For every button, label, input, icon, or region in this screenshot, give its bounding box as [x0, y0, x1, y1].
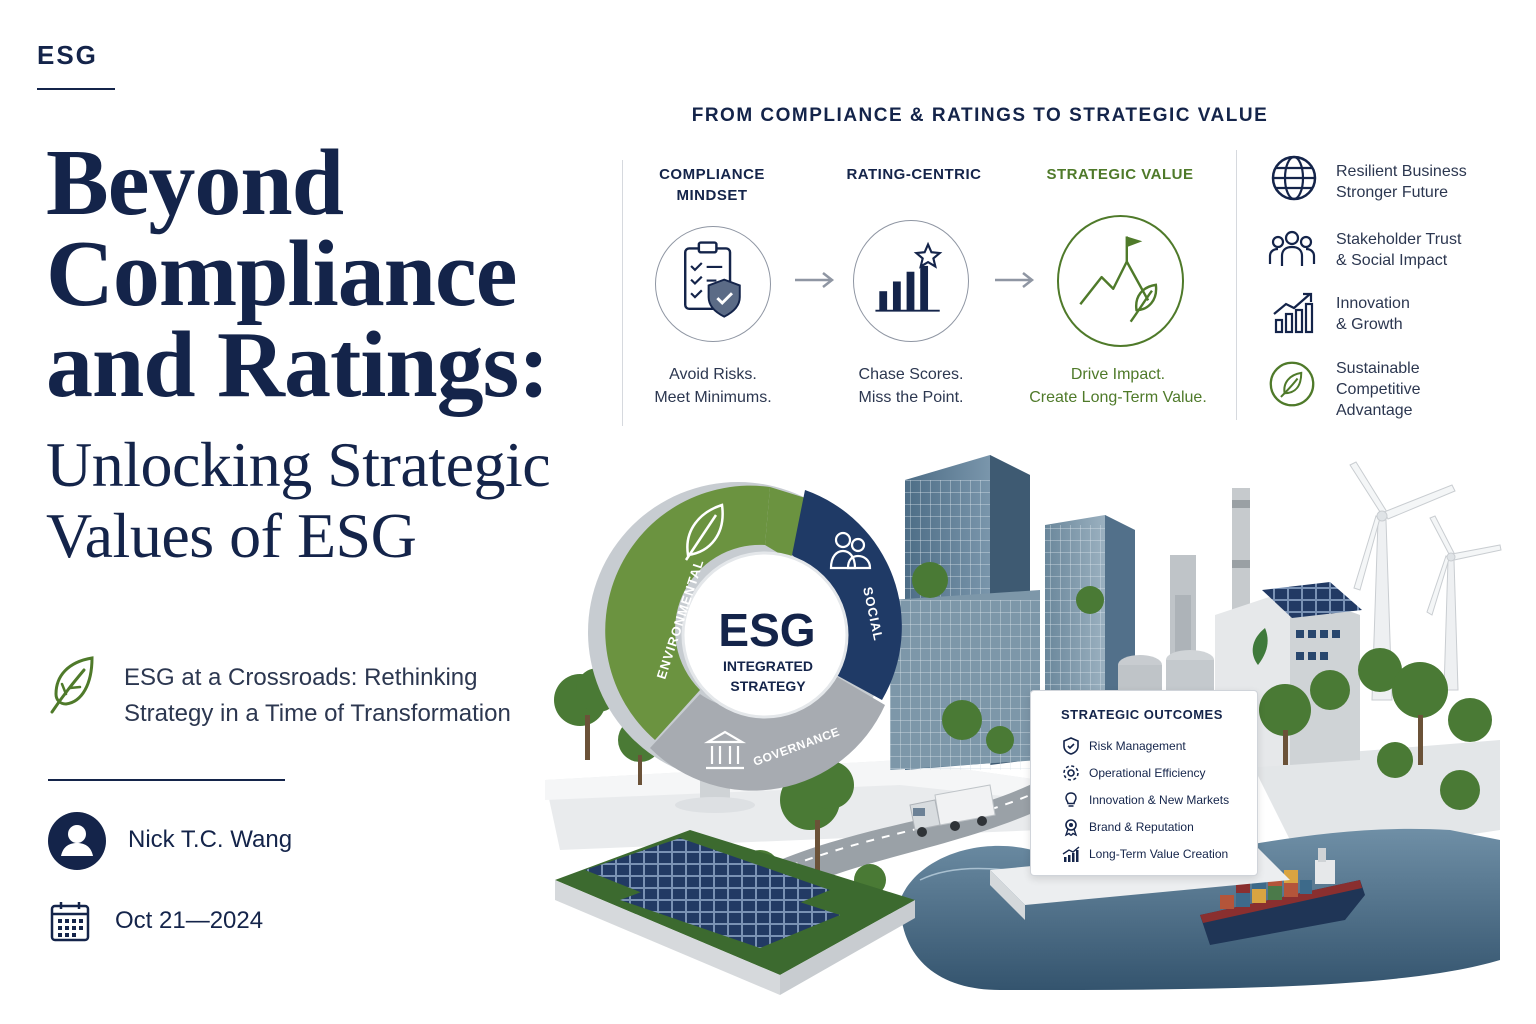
award-ribbon-icon: [1064, 818, 1078, 836]
stage-rating-caption-line-2: Miss the Point.: [858, 389, 964, 406]
divider: [48, 779, 285, 781]
wheel-environmental-segment: [605, 485, 770, 740]
stage-compliance-label-line-1: COMPLIANCE: [659, 166, 765, 183]
outcome-item: Risk Management: [1061, 732, 1257, 759]
truck: [909, 784, 996, 837]
benefit-sustainable-line-3: Advantage: [1336, 402, 1413, 419]
chimney: [1232, 488, 1250, 618]
stage-compliance-circle: [655, 226, 771, 342]
wheel-governance-segment: [650, 668, 885, 791]
stage-rating-circle: [853, 220, 969, 342]
strategic-outcomes-panel: STRATEGIC OUTCOMES Risk Management Opera…: [1030, 690, 1258, 876]
esg-illustration: ESG INTEGRATED STRATEGY ENVIRONMENTAL SO…: [545, 455, 1502, 995]
esg-wheel: [605, 485, 902, 791]
benefit-resilient: Resilient Business Stronger Future: [1336, 161, 1526, 203]
benefit-sustainable-line-1: Sustainable: [1336, 360, 1420, 377]
solar-panels: [585, 838, 840, 948]
benefit-stakeholder: Stakeholder Trust & Social Impact: [1336, 229, 1526, 271]
outcome-label: Operational Efficiency: [1089, 765, 1206, 780]
growth-chart-icon: [1273, 292, 1314, 334]
title-line-4: Unlocking Strategic: [46, 429, 551, 500]
stage-rating-label-line-1: RATING-CENTRIC: [846, 166, 982, 183]
title-line-2: Compliance: [46, 222, 517, 326]
wheel-center-title: ESG: [718, 604, 815, 656]
outcome-item: Long-Term Value Creation: [1061, 840, 1257, 867]
stage-rating-label: RATING-CENTRIC: [824, 164, 1004, 185]
wheel-center-line-1: INTEGRATED: [723, 658, 813, 674]
stage-strategic-caption-line-2: Create Long-Term Value.: [1029, 389, 1207, 406]
stage-rating-caption: Chase Scores. Miss the Point.: [801, 363, 1021, 409]
stage-compliance-label-line-2: MINDSET: [676, 187, 748, 204]
gear-icon: [1063, 764, 1079, 781]
subtitle-line-2: Strategy in a Time of Transformation: [124, 700, 511, 727]
outcome-label: Risk Management: [1089, 738, 1186, 753]
stage-strategic-circle: [1057, 215, 1184, 347]
section-tag: ESG: [37, 40, 98, 70]
stage-compliance-caption: Avoid Risks. Meet Minimums.: [603, 363, 823, 409]
leaf-icon: [684, 503, 724, 561]
shield-check-icon: [1063, 736, 1079, 755]
stage-strategic-caption-line-1: Drive Impact.: [1070, 366, 1166, 383]
road: [780, 780, 1080, 880]
calendar-icon: [50, 902, 90, 942]
leaf-circle-icon: [1269, 361, 1315, 407]
stage-strategic-caption: Drive Impact. Create Long-Term Value.: [1008, 363, 1228, 409]
journey-right-divider: [1236, 150, 1237, 420]
mountain-flag-leaf-icon: [1079, 236, 1158, 323]
benefit-innovation: Innovation & Growth: [1336, 293, 1526, 335]
outcomes-title: STRATEGIC OUTCOMES: [1061, 707, 1223, 722]
title-line-5: Values of ESG: [46, 500, 417, 571]
page-title: Beyond Compliance and Ratings: Unlocking…: [46, 131, 606, 571]
benefit-sustainable-line-2: Competitive: [1336, 381, 1421, 398]
tag-underline: [37, 88, 115, 90]
outcome-item: Brand & Reputation: [1061, 813, 1257, 840]
benefit-innovation-line-2: & Growth: [1336, 316, 1403, 333]
people-group-icon: [1268, 230, 1316, 266]
user-avatar-icon: [48, 812, 106, 870]
bank-building-icon: [703, 730, 747, 770]
subtitle: ESG at a Crossroads: Rethinking Strategy…: [124, 660, 524, 732]
stage-compliance-caption-line-2: Meet Minimums.: [654, 389, 772, 406]
lightbulb-icon: [1065, 791, 1077, 807]
presentation-date: Oct 21—2024: [115, 907, 264, 934]
globe-icon: [1271, 155, 1317, 201]
people-icon: [829, 531, 872, 570]
trend-chart-icon: [1062, 845, 1080, 862]
bar-chart-star-icon: [875, 241, 943, 312]
stage-compliance-caption-line-1: Avoid Risks.: [669, 366, 757, 383]
benefit-stakeholder-line-1: Stakeholder Trust: [1336, 231, 1462, 248]
benefit-stakeholder-line-2: & Social Impact: [1336, 252, 1448, 269]
title-line-1: Beyond: [46, 131, 344, 235]
outcome-item: Innovation & New Markets: [1061, 786, 1257, 813]
outcome-label: Brand & Reputation: [1089, 819, 1194, 834]
wind-turbine: [1349, 461, 1456, 701]
title-line-3: and Ratings:: [46, 313, 550, 417]
benefit-sustainable: Sustainable Competitive Advantage: [1336, 358, 1526, 421]
stage-strategic-label-line-1: STRATEGIC VALUE: [1046, 166, 1194, 183]
benefit-innovation-line-1: Innovation: [1336, 295, 1410, 312]
journey-left-divider: [622, 160, 623, 426]
wheel-social-segment: [792, 490, 902, 700]
stage-rating-caption-line-1: Chase Scores.: [858, 366, 964, 383]
checklist-shield-icon: [684, 241, 741, 318]
benefit-resilient-line-1: Resilient Business: [1336, 163, 1467, 180]
leaf-icon: [50, 656, 94, 714]
journey-title: FROM COMPLIANCE & RATINGS TO STRATEGIC V…: [691, 105, 1269, 126]
arrow-right-icon: [795, 272, 835, 288]
stage-compliance-label: COMPLIANCE MINDSET: [622, 164, 802, 206]
subtitle-line-1: ESG at a Crossroads: Rethinking: [124, 664, 478, 691]
outcome-label: Long-Term Value Creation: [1089, 846, 1229, 861]
outcome-label: Innovation & New Markets: [1089, 792, 1230, 807]
roof-solar-panels: [1262, 582, 1362, 618]
author-name: Nick T.C. Wang: [128, 826, 293, 853]
wind-turbine: [1426, 515, 1502, 691]
wheel-center-line-2: STRATEGY: [730, 678, 806, 694]
arrow-right-icon: [995, 272, 1035, 288]
benefit-resilient-line-2: Stronger Future: [1336, 184, 1449, 201]
outcome-item: Operational Efficiency: [1061, 759, 1257, 786]
stage-strategic-label: STRATEGIC VALUE: [1030, 164, 1210, 185]
